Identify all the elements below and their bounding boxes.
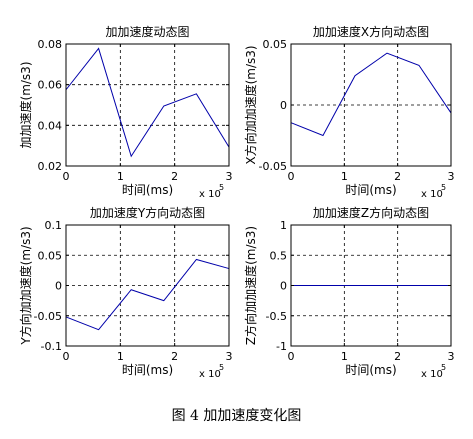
y-tick-label: -0.5 bbox=[266, 310, 287, 323]
x-tick-label: 1 bbox=[341, 170, 348, 183]
x-axis-label: 时间(ms) bbox=[345, 183, 396, 197]
y-tick-label: 0 bbox=[280, 99, 287, 112]
y-tick-label: -0.1 bbox=[41, 340, 62, 353]
x-axis-multiplier: x 10 bbox=[421, 189, 443, 200]
y-tick-label: 0.02 bbox=[38, 160, 63, 173]
x-axis-multiplier-exponent: 5 bbox=[219, 183, 224, 192]
x-tick-label: 0 bbox=[63, 170, 70, 183]
y-tick-label: 0.06 bbox=[38, 79, 63, 92]
y-axis-label: Y方向加加速度(m/s3) bbox=[18, 226, 33, 345]
chart-title: 加加速度Z方向动态图 bbox=[313, 205, 429, 220]
x-tick-label: 0 bbox=[63, 350, 70, 363]
y-tick-label: 0.5 bbox=[270, 249, 288, 262]
x-tick-label: 3 bbox=[448, 170, 455, 183]
x-axis-multiplier-exponent: 5 bbox=[441, 183, 446, 192]
x-axis-multiplier: x 10 bbox=[421, 369, 443, 380]
y-axis-label: 加加速度(m/s3) bbox=[18, 62, 33, 149]
x-axis-multiplier: x 10 bbox=[199, 369, 221, 380]
x-tick-label: 1 bbox=[341, 350, 348, 363]
figure-caption: 图 4 加加速度变化图 bbox=[171, 408, 302, 424]
y-tick-label: 0.04 bbox=[38, 119, 63, 132]
x-tick-label: 2 bbox=[171, 350, 178, 363]
x-axis-label: 时间(ms) bbox=[122, 363, 173, 377]
x-axis-multiplier-exponent: 5 bbox=[219, 363, 224, 372]
y-tick-label: -0.05 bbox=[259, 160, 287, 173]
chart-title: 加加速度Y方向动态图 bbox=[90, 205, 205, 220]
x-tick-label: 3 bbox=[226, 350, 233, 363]
y-tick-label: 0 bbox=[55, 280, 62, 293]
x-tick-label: 3 bbox=[226, 170, 233, 183]
x-tick-label: 0 bbox=[288, 350, 295, 363]
series-line bbox=[65, 258, 230, 331]
x-tick-label: 1 bbox=[117, 350, 124, 363]
y-tick-label: -1 bbox=[276, 340, 287, 353]
y-axis-label: X方向加加速度(m/s3) bbox=[243, 45, 258, 164]
y-tick-label: 0.05 bbox=[263, 38, 288, 51]
x-tick-label: 2 bbox=[394, 350, 401, 363]
y-tick-label: 0.08 bbox=[38, 38, 63, 51]
x-axis-label: 时间(ms) bbox=[122, 183, 173, 197]
series-line bbox=[290, 52, 452, 137]
x-tick-label: 2 bbox=[394, 170, 401, 183]
axes-box bbox=[65, 43, 230, 167]
y-tick-label: -0.05 bbox=[34, 310, 62, 323]
y-tick-label: 0.05 bbox=[38, 249, 63, 262]
x-axis-multiplier-exponent: 5 bbox=[441, 363, 446, 372]
y-tick-label: 0.1 bbox=[45, 219, 63, 232]
x-tick-label: 2 bbox=[171, 170, 178, 183]
chart-title: 加加速度动态图 bbox=[105, 24, 189, 39]
y-axis-label: Z方向加加速度(m/s3) bbox=[243, 226, 258, 345]
x-axis-label: 时间(ms) bbox=[345, 363, 396, 377]
chart-title: 加加速度X方向动态图 bbox=[313, 24, 429, 39]
y-tick-label: 1 bbox=[280, 219, 287, 232]
x-tick-label: 3 bbox=[448, 350, 455, 363]
y-tick-label: 0 bbox=[280, 280, 287, 293]
series-line bbox=[65, 47, 230, 158]
x-axis-multiplier: x 10 bbox=[199, 189, 221, 200]
x-tick-label: 1 bbox=[117, 170, 124, 183]
x-tick-label: 0 bbox=[288, 170, 295, 183]
